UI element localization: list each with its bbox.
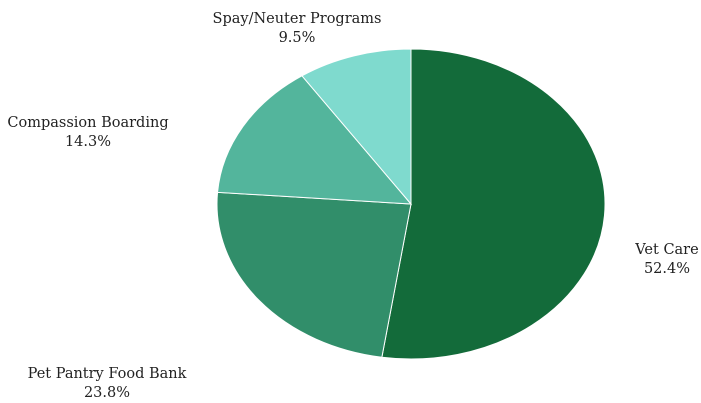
pie-slice-spay-neuter-programs <box>301 48 412 206</box>
pie-slices <box>216 48 606 360</box>
slice-label-spay-neuter-programs: Spay/Neuter Programs 9.5% <box>213 10 382 48</box>
slice-percent: 52.4% <box>643 261 691 277</box>
slice-label-pet-pantry-food-bank: Pet Pantry Food Bank 23.8% <box>28 365 187 403</box>
slice-name: Pet Pantry Food Bank <box>27 366 187 382</box>
slice-name: Spay/Neuter Programs <box>212 11 382 27</box>
slice-name: Vet Care <box>635 242 699 258</box>
pie-slice-vet-care <box>381 48 606 360</box>
pie-slice-pet-pantry-food-bank <box>216 191 412 358</box>
slice-label-vet-care: Vet Care 52.4% <box>635 241 698 279</box>
pie-slice-compassion-boarding <box>217 75 413 205</box>
slice-percent: 23.8% <box>83 385 131 401</box>
slice-percent: 14.3% <box>64 134 112 150</box>
slice-label-compassion-boarding: Compassion Boarding 14.3% <box>7 114 168 152</box>
slice-percent: 9.5% <box>278 30 316 46</box>
slice-name: Compassion Boarding <box>7 115 169 131</box>
